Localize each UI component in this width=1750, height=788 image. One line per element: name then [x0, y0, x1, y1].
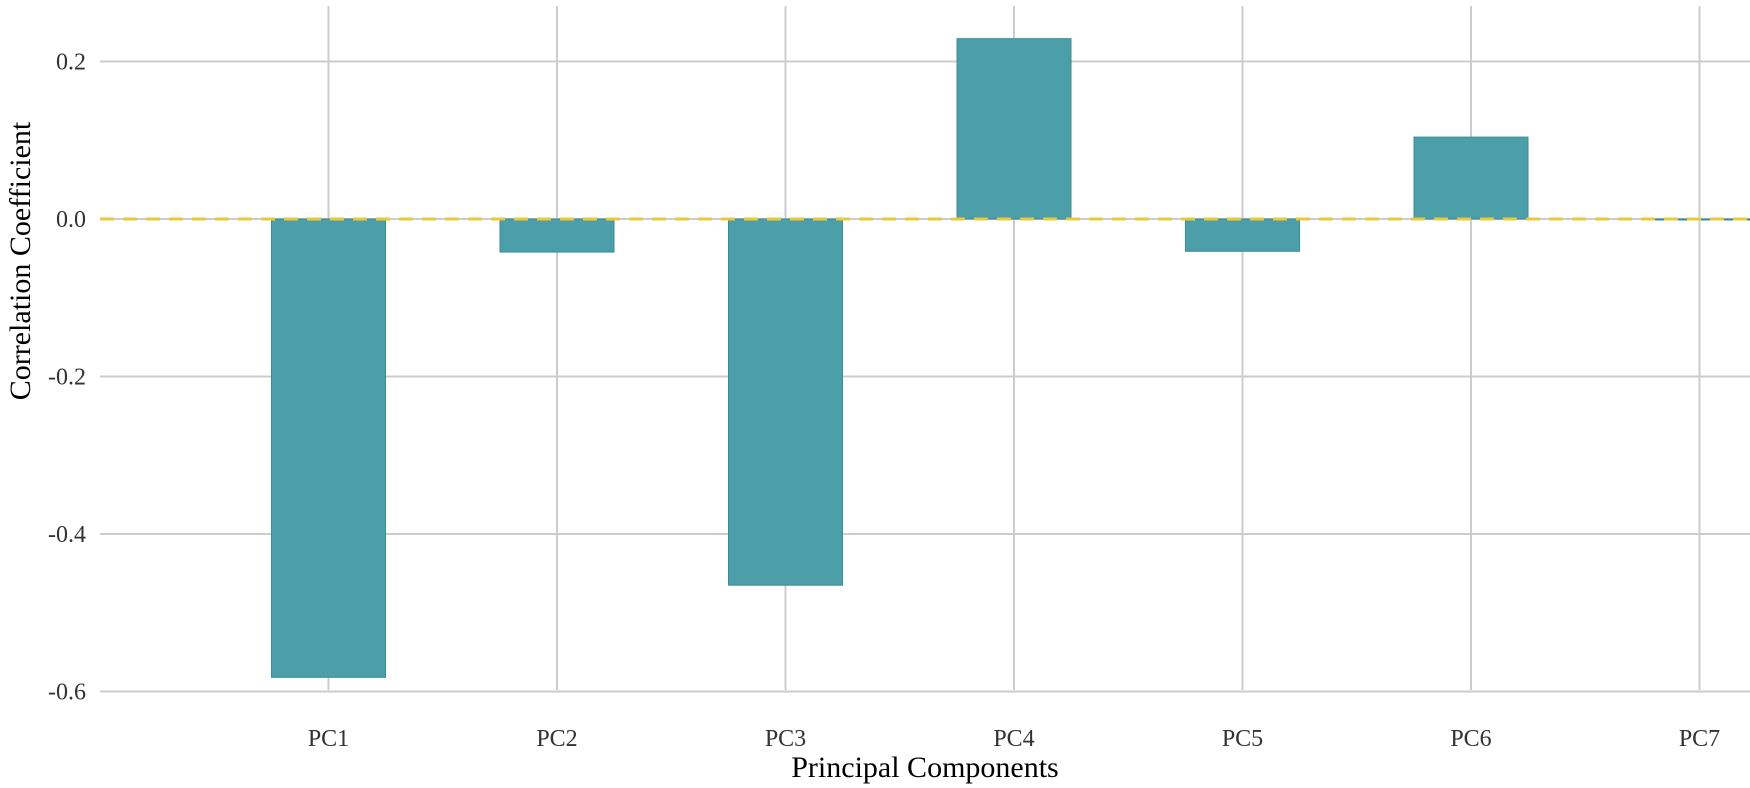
y-tick-label: 0.0 [56, 207, 86, 233]
x-tick-label: PC1 [308, 726, 349, 752]
bar-pc4 [956, 38, 1072, 220]
x-axis-title: Principal Components [791, 751, 1058, 784]
y-tick-label: 0.2 [56, 50, 86, 76]
x-tick-labels: PC1 PC2 PC3 PC4 PC5 PC6 PC7 [308, 726, 1720, 752]
y-axis-title: Correlation Coefficient [4, 121, 37, 400]
x-tick-label: PC7 [1679, 726, 1720, 752]
x-tick-label: PC5 [1222, 726, 1263, 752]
y-tick-labels: -0.6 -0.4 -0.2 0.0 0.2 [48, 50, 86, 706]
x-tick-label: PC6 [1450, 726, 1491, 752]
y-tick-label: -0.6 [48, 680, 86, 706]
y-tick-label: -0.2 [48, 365, 86, 391]
bar-layer [271, 38, 1750, 678]
x-tick-label: PC2 [536, 726, 577, 752]
x-tick-label: PC3 [765, 726, 806, 752]
x-tick-label: PC4 [993, 726, 1034, 752]
bar-pc1 [271, 218, 386, 678]
bar-pc5 [1185, 218, 1300, 252]
bar-pc2 [499, 218, 615, 253]
bar-pc6 [1413, 136, 1529, 220]
bar-pc3 [728, 218, 843, 586]
y-tick-label: -0.4 [48, 522, 86, 548]
